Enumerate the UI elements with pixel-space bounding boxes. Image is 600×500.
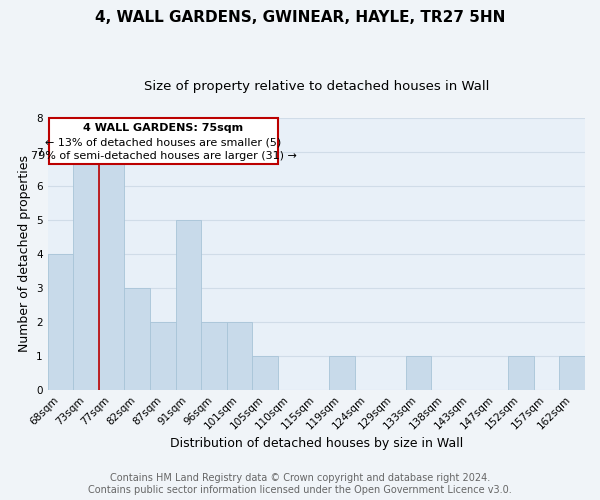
Bar xyxy=(99,152,124,390)
Bar xyxy=(227,322,253,390)
Text: ← 13% of detached houses are smaller (5): ← 13% of detached houses are smaller (5) xyxy=(46,138,281,147)
Bar xyxy=(253,356,278,390)
Text: 4 WALL GARDENS: 75sqm: 4 WALL GARDENS: 75sqm xyxy=(83,123,244,133)
Bar xyxy=(176,220,201,390)
Bar xyxy=(150,322,176,390)
Text: 79% of semi-detached houses are larger (31) →: 79% of semi-detached houses are larger (… xyxy=(31,151,296,161)
X-axis label: Distribution of detached houses by size in Wall: Distribution of detached houses by size … xyxy=(170,437,463,450)
FancyBboxPatch shape xyxy=(49,118,278,164)
Bar xyxy=(559,356,585,390)
Bar xyxy=(508,356,534,390)
Bar xyxy=(124,288,150,390)
Bar xyxy=(48,254,73,390)
Title: Size of property relative to detached houses in Wall: Size of property relative to detached ho… xyxy=(143,80,489,93)
Bar xyxy=(329,356,355,390)
Text: 4, WALL GARDENS, GWINEAR, HAYLE, TR27 5HN: 4, WALL GARDENS, GWINEAR, HAYLE, TR27 5H… xyxy=(95,10,505,25)
Bar xyxy=(201,322,227,390)
Y-axis label: Number of detached properties: Number of detached properties xyxy=(17,156,31,352)
Bar xyxy=(73,152,99,390)
Bar xyxy=(406,356,431,390)
Text: Contains HM Land Registry data © Crown copyright and database right 2024.
Contai: Contains HM Land Registry data © Crown c… xyxy=(88,474,512,495)
